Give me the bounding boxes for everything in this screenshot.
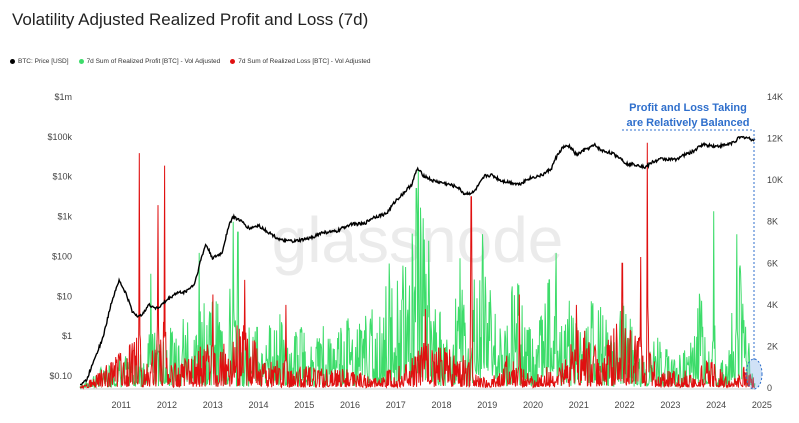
x-axis-tick: 2020 xyxy=(523,400,543,410)
x-axis-tick: 2012 xyxy=(157,400,177,410)
annotation-highlight-ellipse xyxy=(745,358,763,390)
x-axis-tick: 2025 xyxy=(752,400,772,410)
x-axis-tick: 2019 xyxy=(477,400,497,410)
chart-legend: BTC: Price [USD] 7d Sum of Realized Prof… xyxy=(10,58,370,65)
legend-label-loss: 7d Sum of Realized Loss [BTC] - Vol Adju… xyxy=(238,58,371,65)
left-axis-tick: $10k xyxy=(52,172,72,182)
legend-item-price[interactable]: BTC: Price [USD] xyxy=(10,58,69,65)
legend-swatch-loss xyxy=(230,59,236,64)
legend-label-profit: 7d Sum of Realized Profit [BTC] - Vol Ad… xyxy=(86,58,221,65)
profit-series-line xyxy=(79,170,756,390)
left-axis-tick: $10 xyxy=(57,291,72,301)
x-axis-tick: 2018 xyxy=(432,400,452,410)
x-axis-tick: 2016 xyxy=(340,400,360,410)
legend-swatch-price xyxy=(10,59,15,64)
legend-swatch-profit xyxy=(78,59,84,64)
annotation-line-1: Profit and Loss Taking xyxy=(629,102,747,114)
right-axis-tick: 14K xyxy=(767,92,783,102)
x-axis-tick: 2011 xyxy=(112,400,131,410)
x-axis-tick: 2022 xyxy=(615,400,635,410)
loss-series-line xyxy=(79,142,756,390)
right-axis-tick: 4K xyxy=(767,300,778,310)
x-axis-tick: 2013 xyxy=(203,400,223,410)
x-axis-tick: 2024 xyxy=(706,400,726,410)
x-axis-tick: 2021 xyxy=(569,400,589,410)
x-axis-tick: 2015 xyxy=(294,400,314,410)
right-axis-tick: 8K xyxy=(767,217,778,227)
left-axis-tick: $1 xyxy=(62,331,72,341)
left-axis-tick: $1m xyxy=(54,92,72,102)
legend-item-loss[interactable]: 7d Sum of Realized Loss [BTC] - Vol Adju… xyxy=(230,58,370,65)
legend-label-price: BTC: Price [USD] xyxy=(18,58,69,65)
right-axis-tick: 0 xyxy=(767,383,772,393)
left-axis-tick: $100 xyxy=(52,251,72,261)
x-axis-tick: 2017 xyxy=(386,400,406,410)
left-axis-tick: $0.10 xyxy=(49,371,72,381)
chart-title: Volatility Adjusted Realized Profit and … xyxy=(12,10,369,29)
right-axis-tick: 12K xyxy=(767,134,783,144)
price-series-line xyxy=(80,135,756,386)
left-axis-tick: $1k xyxy=(57,212,72,222)
x-axis-tick: 2023 xyxy=(660,400,680,410)
right-axis-tick: 2K xyxy=(767,341,778,351)
annotation-line-2: are Relatively Balanced xyxy=(627,117,750,129)
left-axis-tick: $100k xyxy=(47,132,72,142)
legend-item-profit[interactable]: 7d Sum of Realized Profit [BTC] - Vol Ad… xyxy=(78,58,221,65)
right-axis-tick: 10K xyxy=(767,175,783,185)
x-axis-tick: 2014 xyxy=(248,400,268,410)
right-axis-tick: 6K xyxy=(767,258,778,268)
